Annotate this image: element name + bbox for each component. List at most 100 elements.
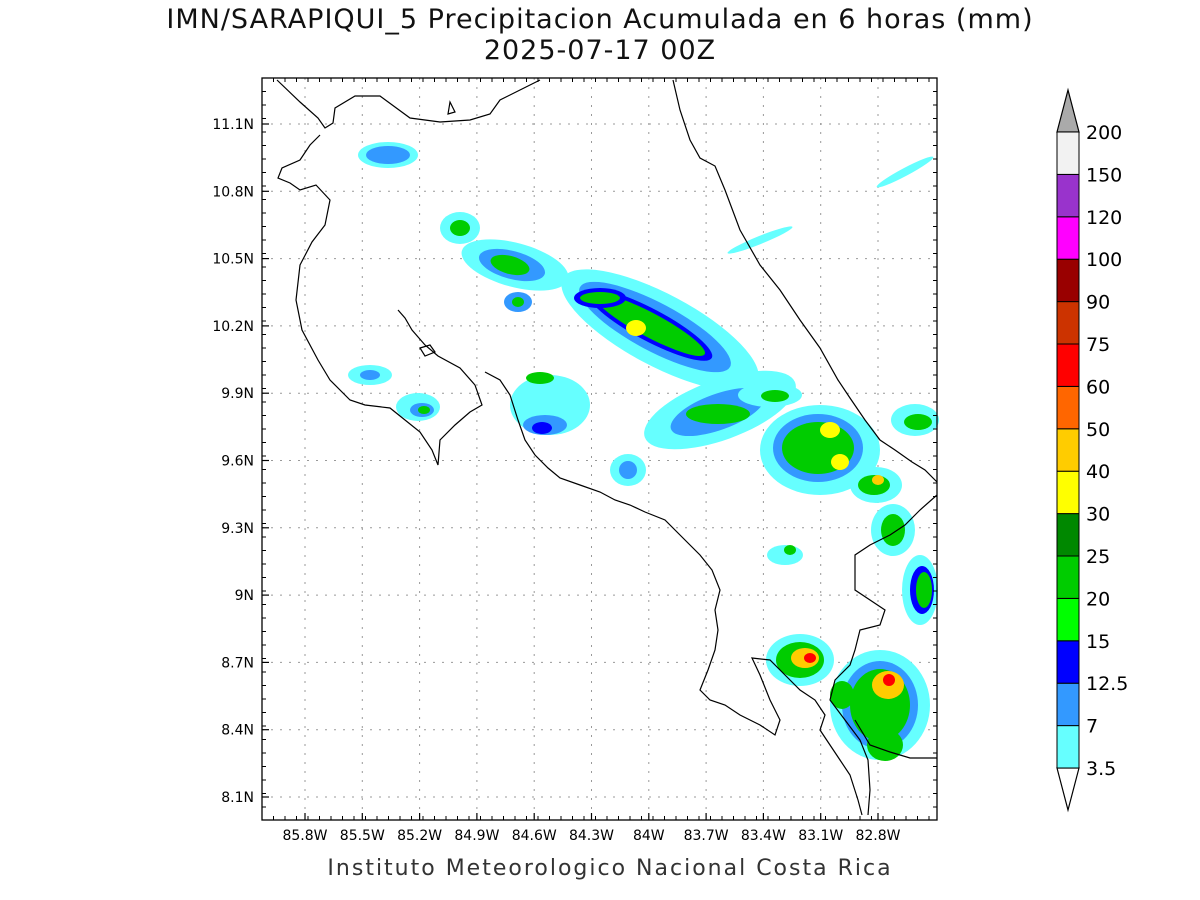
colorbar-band	[1056, 343, 1080, 387]
rain-cell	[532, 422, 552, 434]
rain-cell	[366, 146, 410, 164]
burica-coast	[854, 719, 937, 759]
lake-island	[447, 100, 456, 115]
lon-label: 83.4W	[741, 828, 786, 844]
lat-label: 10.2N	[212, 319, 254, 335]
map-title: IMN/SARAPIQUI_5 Precipitacion Acumulada …	[166, 4, 1034, 35]
colorbar-band	[1056, 513, 1080, 557]
caribbean-coast	[672, 79, 938, 483]
coastline	[276, 79, 938, 816]
colorbar-label: 30	[1086, 504, 1110, 526]
lon-label: 83.7W	[684, 828, 729, 844]
colorbar-band	[1056, 725, 1080, 769]
map-date: 2025-07-17 00Z	[483, 35, 717, 66]
colorbar-label: 40	[1086, 461, 1110, 483]
rain-cell	[727, 226, 793, 254]
lat-label: 9.3N	[221, 521, 254, 537]
lat-label: 9.9N	[221, 386, 254, 402]
rain-cell	[418, 406, 430, 414]
rain-cell	[490, 254, 530, 276]
lat-label: 10.8N	[212, 184, 254, 200]
colorbar-band	[1056, 216, 1080, 260]
pacific-coast	[484, 371, 863, 816]
rain-cell	[619, 461, 637, 479]
colorbar-band	[1056, 173, 1080, 218]
colorbar-band	[1056, 470, 1080, 515]
rain-cell	[867, 729, 903, 761]
colorbar-label: 3.5	[1086, 758, 1116, 780]
rain-cell	[580, 292, 620, 304]
rain-cell	[881, 514, 905, 546]
lat-label: 8.7N	[221, 655, 254, 671]
rain-cell	[626, 320, 646, 336]
island	[419, 344, 436, 357]
colorbar-legend: 3.5 7 12.5 15 20 25 30 40 50 60 75 90 100 120 150 200	[1056, 87, 1128, 813]
colorbar-label: 120	[1086, 207, 1122, 229]
rain-cell	[883, 674, 895, 686]
colorbar-lower-arrow	[1056, 767, 1080, 813]
longitude-labels: 85.8W 85.5W 85.2W 84.9W 84.6W 84.3W 84W 83.7W 83…	[282, 828, 900, 844]
lon-label: 84W	[633, 828, 665, 844]
rain-cell	[450, 220, 470, 236]
lat-label: 11.1N	[212, 117, 254, 133]
colorbar-label: 15	[1086, 631, 1110, 653]
rain-cell	[831, 454, 849, 470]
lon-label: 82.8W	[855, 828, 900, 844]
colorbar-label: 60	[1086, 376, 1110, 398]
rain-cell	[876, 156, 934, 188]
lon-label: 85.2W	[397, 828, 442, 844]
axis-ticks	[261, 77, 937, 820]
lat-label: 8.1N	[221, 790, 254, 806]
nicoya-coast	[277, 134, 483, 466]
colorbar-band	[1056, 597, 1080, 642]
rain-cell	[594, 294, 706, 356]
colorbar-band	[1056, 428, 1080, 472]
rain-cell	[830, 681, 854, 709]
colorbar-label: 150	[1086, 164, 1122, 186]
rain-cell	[872, 475, 884, 485]
colorbar-band	[1056, 555, 1080, 599]
lat-label: 9N	[235, 588, 254, 604]
colorbar-band	[1056, 301, 1080, 345]
lat-label: 8.4N	[221, 723, 254, 739]
lon-label: 84.3W	[569, 828, 614, 844]
rain-cell	[761, 390, 789, 402]
colorbar-label: 25	[1086, 546, 1110, 568]
colorbar-band	[1056, 258, 1080, 303]
lat-label: 9.6N	[221, 454, 254, 470]
colorbar-label: 200	[1086, 122, 1122, 144]
colorbar-label: 100	[1086, 249, 1122, 271]
latitude-labels: 11.1N 10.8N 10.5N 10.2N 9.9N 9.6N 9.3N 9N 8.7N 8.…	[212, 117, 254, 806]
colorbar-label: 12.5	[1086, 673, 1128, 695]
lon-label: 83.1W	[798, 828, 843, 844]
nicaragua-coast	[276, 79, 541, 129]
rain-cell	[820, 422, 840, 438]
rain-cell	[804, 653, 816, 663]
colorbar-label: 7	[1086, 716, 1098, 738]
colorbar-band	[1056, 640, 1080, 684]
rain-cell	[916, 572, 932, 608]
rain-cell	[904, 414, 932, 430]
rain-cell	[526, 372, 554, 384]
colorbar-upper-arrow	[1056, 87, 1080, 133]
rain-cell	[686, 404, 750, 424]
plot-frame	[261, 77, 938, 821]
panama-border	[829, 494, 938, 816]
colorbar-label: 75	[1086, 334, 1110, 356]
colorbar-band	[1056, 682, 1080, 727]
lon-label: 84.6W	[512, 828, 557, 844]
colorbar-label: 20	[1086, 588, 1110, 610]
colorbar-band	[1056, 385, 1080, 430]
lon-label: 85.8W	[282, 828, 327, 844]
lat-label: 10.5N	[212, 252, 254, 268]
lon-label: 84.9W	[454, 828, 499, 844]
colorbar-label: 50	[1086, 419, 1110, 441]
rain-cell	[512, 297, 524, 307]
rain-cell	[784, 545, 796, 555]
lon-label: 85.5W	[340, 828, 385, 844]
rain-cell	[360, 370, 380, 380]
footer-credit: Instituto Meteorologico Nacional Costa R…	[327, 856, 893, 881]
colorbar-band	[1056, 131, 1080, 175]
colorbar-label: 90	[1086, 292, 1110, 314]
